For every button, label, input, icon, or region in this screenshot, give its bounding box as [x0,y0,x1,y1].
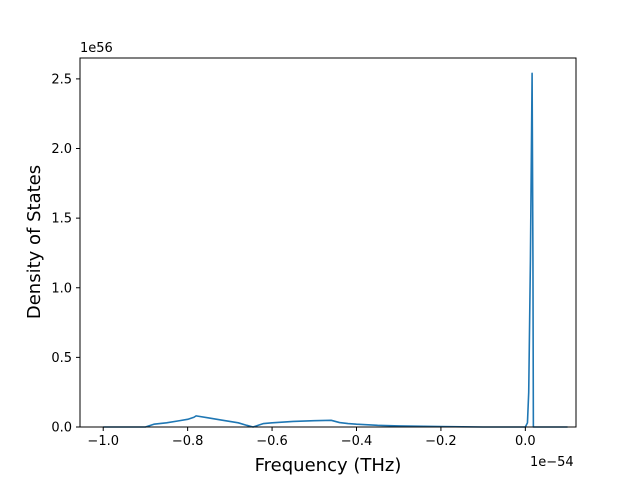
y-tick-label: 1.5 [51,212,72,227]
x-tick-label: −1.0 [87,434,119,449]
y-tick-label: 2.0 [51,142,72,157]
x-tick-label: −0.4 [341,434,373,449]
x-tick-label: 0.0 [515,434,536,449]
y-tick-label: 0.5 [51,351,72,366]
x-axis-ticks: −1.0 −0.8 −0.6 −0.4 −0.2 0.0 [87,427,536,449]
x-tick-label: −0.2 [425,434,457,449]
x-axis-label: Frequency (THz) [255,455,402,476]
y-tick-label: 1.0 [51,281,72,296]
y-axis-ticks: 0.0 0.5 1.0 1.5 2.0 2.5 [51,72,80,436]
y-tick-label: 0.0 [51,421,72,436]
x-tick-label: −0.6 [256,434,288,449]
x-axis-offset-label: 1e−54 [530,455,574,470]
y-axis-offset-label: 1e56 [80,41,113,56]
axes-frame [79,57,577,428]
plot-area [103,72,568,428]
dos-series-line [103,72,568,428]
y-axis-label: Density of States [24,165,45,319]
y-tick-label: 2.5 [51,72,72,87]
x-tick-label: −0.8 [172,434,204,449]
